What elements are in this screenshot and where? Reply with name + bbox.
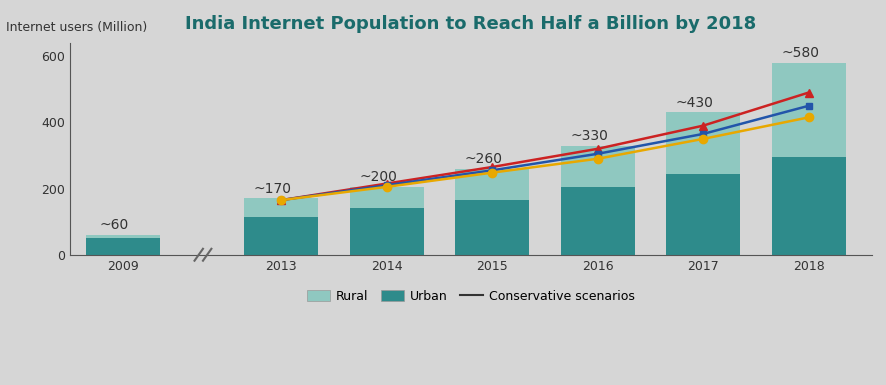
- Legend: Rural, Urban, Conservative scenarios: Rural, Urban, Conservative scenarios: [302, 285, 639, 308]
- Text: ~170: ~170: [253, 182, 291, 196]
- Bar: [560, 146, 633, 187]
- Bar: [349, 208, 423, 255]
- Text: ~60: ~60: [99, 218, 128, 232]
- Bar: [665, 112, 739, 174]
- Text: Internet users (Million): Internet users (Million): [6, 22, 147, 34]
- Bar: [560, 187, 633, 255]
- Text: ~260: ~260: [464, 152, 502, 166]
- Bar: [771, 157, 844, 255]
- Bar: [455, 200, 528, 255]
- Bar: [665, 174, 739, 255]
- Bar: [244, 217, 317, 255]
- Text: ~330: ~330: [570, 129, 608, 143]
- Bar: [86, 238, 159, 255]
- Text: ~430: ~430: [675, 96, 713, 110]
- Text: ~200: ~200: [359, 170, 397, 184]
- Bar: [244, 199, 317, 217]
- Text: ~580: ~580: [781, 46, 819, 60]
- Bar: [771, 63, 844, 157]
- Title: India Internet Population to Reach Half a Billion by 2018: India Internet Population to Reach Half …: [185, 15, 756, 33]
- Bar: [455, 169, 528, 200]
- Bar: [86, 235, 159, 238]
- Bar: [349, 187, 423, 208]
